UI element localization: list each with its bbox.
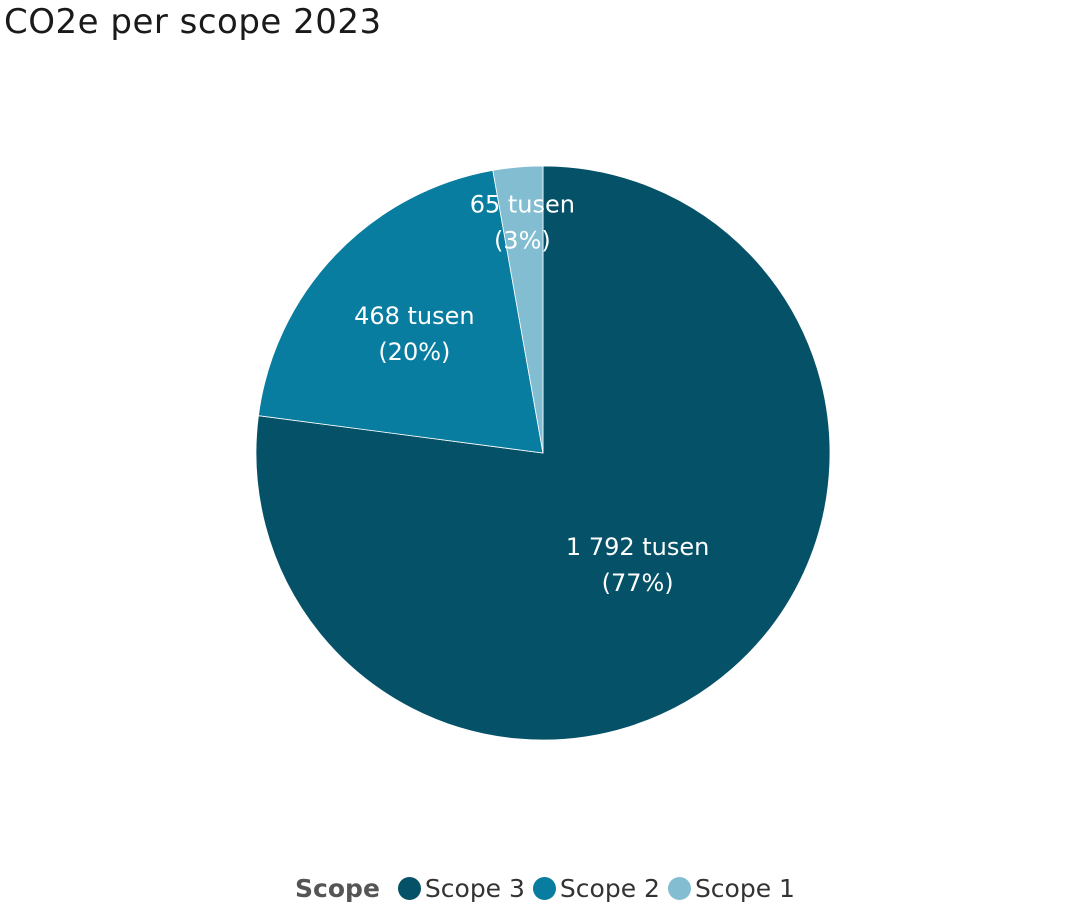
legend-title: Scope — [295, 873, 380, 903]
legend: Scope Scope 3 Scope 2 Scope 1 — [0, 868, 1086, 908]
legend-label: Scope 2 — [559, 873, 660, 903]
legend-label: Scope 1 — [694, 873, 795, 903]
pie-slices — [255, 165, 831, 741]
pie-labels: 1 792 tusen (77%) 468 tusen (20%) 65 tusen (3… — [354, 191, 709, 597]
slice-value-label: 468 tusen — [354, 302, 475, 330]
slice-value-label: 1 792 tusen — [566, 533, 709, 561]
pie-slice-scope-2[interactable] — [257, 169, 544, 454]
slice-percent-label: (20%) — [378, 338, 450, 366]
legend-dot-icon — [532, 876, 556, 900]
slice-percent-label: (77%) — [602, 569, 674, 597]
legend-item-scope-3[interactable]: Scope 3 — [397, 873, 525, 903]
legend-dot-icon — [667, 876, 691, 900]
pie-slice-scope-1[interactable] — [492, 165, 544, 454]
legend-item-scope-2[interactable]: Scope 2 — [532, 873, 660, 903]
slice-value-label: 65 tusen — [470, 191, 575, 219]
slice-percent-label: (3%) — [494, 227, 551, 255]
legend-item-scope-1[interactable]: Scope 1 — [667, 873, 795, 903]
chart-title: CO2e per scope 2023 — [4, 2, 382, 42]
legend-dot-icon — [397, 876, 421, 900]
legend-label: Scope 3 — [424, 873, 525, 903]
